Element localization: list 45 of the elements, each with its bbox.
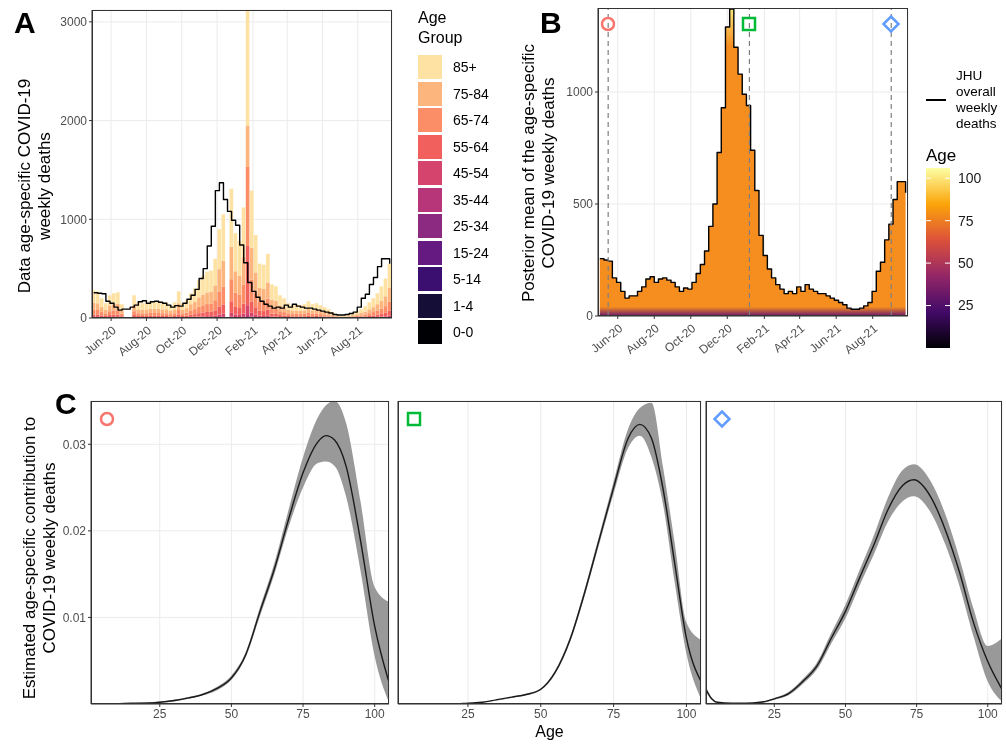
x-tick-label: 50	[838, 706, 853, 721]
x-tick-label: 50	[534, 706, 548, 721]
y-tick-label: 3000	[60, 15, 88, 30]
legend-label: 45-54	[453, 165, 489, 182]
y-tick-label: 0	[80, 311, 88, 326]
x-tick-label: 25	[153, 706, 167, 721]
x-tick-label: 75	[296, 706, 311, 721]
legend-label: 35-44	[453, 191, 489, 208]
x-tick-label: 75	[909, 706, 924, 721]
x-axis-title: Age	[534, 723, 565, 741]
x-tick-label: 100	[676, 706, 697, 721]
color-bar-label: 50	[958, 254, 974, 271]
color-bar-label: 75	[958, 212, 974, 229]
chart-title: A	[14, 6, 36, 40]
legend-label: 25-34	[453, 218, 489, 235]
x-tick-label: 75	[606, 706, 621, 721]
legend-label: 65-74	[453, 112, 489, 129]
y-tick-label: 0.01	[62, 610, 87, 625]
y-tick-label: 1000	[60, 212, 88, 227]
legend-label: 55-64	[453, 138, 489, 155]
x-tick-label: 50	[224, 706, 239, 721]
legend-label: JHU overall weekly deaths	[956, 68, 999, 132]
y-tick-label: 0	[586, 309, 594, 324]
x-tick-label: 100	[364, 706, 386, 721]
x-tick-label: 25	[461, 706, 475, 721]
y-tick-label: 1000	[566, 85, 594, 100]
x-tick-label: 100	[977, 706, 999, 721]
chart-title: B	[540, 6, 562, 40]
legend-label: 75-84	[453, 85, 489, 102]
y-axis-title: Data age-specific COVID-19 weekly deaths	[14, 77, 55, 296]
legend-label: 85+	[453, 59, 477, 76]
y-tick-label: 0.03	[62, 437, 87, 452]
color-bar-label: 25	[958, 297, 974, 314]
y-tick-label: 500	[572, 197, 594, 212]
legend-label: 5-14	[453, 271, 482, 288]
color-bar-title: Age	[926, 146, 958, 166]
color-bar-label: 100	[958, 170, 982, 187]
legend-label: 1-4	[453, 297, 474, 314]
legend-label: 15-24	[453, 244, 489, 261]
legend-label: 0-0	[453, 324, 474, 341]
y-axis-title: Posterior mean of the age-specific COVID-19 weekly deaths	[519, 44, 558, 302]
legend-title: Age Group	[418, 8, 464, 48]
x-tick-label: 25	[767, 706, 782, 721]
y-tick-label: 2000	[60, 113, 88, 128]
y-tick-label: 0.02	[62, 524, 87, 539]
